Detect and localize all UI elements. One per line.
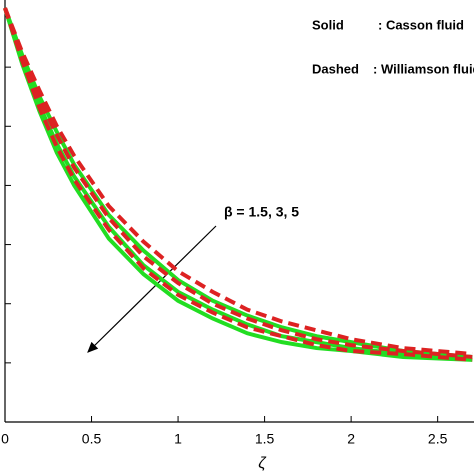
x-tick-label: 1.5 bbox=[255, 431, 275, 447]
arrow bbox=[87, 225, 217, 353]
x-tick-label: 0.5 bbox=[82, 431, 102, 447]
annotation: β = 1.5, 3, 5 bbox=[224, 204, 299, 220]
x-tick-label: 2.5 bbox=[428, 431, 448, 447]
legend-label: : Williamson fluid bbox=[373, 61, 474, 76]
legend-style: Dashed bbox=[312, 61, 359, 76]
x-axis-label: ζ bbox=[258, 455, 267, 472]
x-tick-label: 0 bbox=[1, 431, 9, 447]
series-line bbox=[3, 7, 473, 359]
series-line bbox=[3, 7, 473, 356]
x-tick-label: 2 bbox=[347, 431, 355, 447]
legend-style: Solid bbox=[312, 17, 344, 32]
series-line bbox=[3, 7, 473, 362]
x-tick-label: 1 bbox=[174, 431, 182, 447]
legend-label: : Casson fluid bbox=[378, 17, 464, 32]
series-line bbox=[3, 7, 473, 359]
